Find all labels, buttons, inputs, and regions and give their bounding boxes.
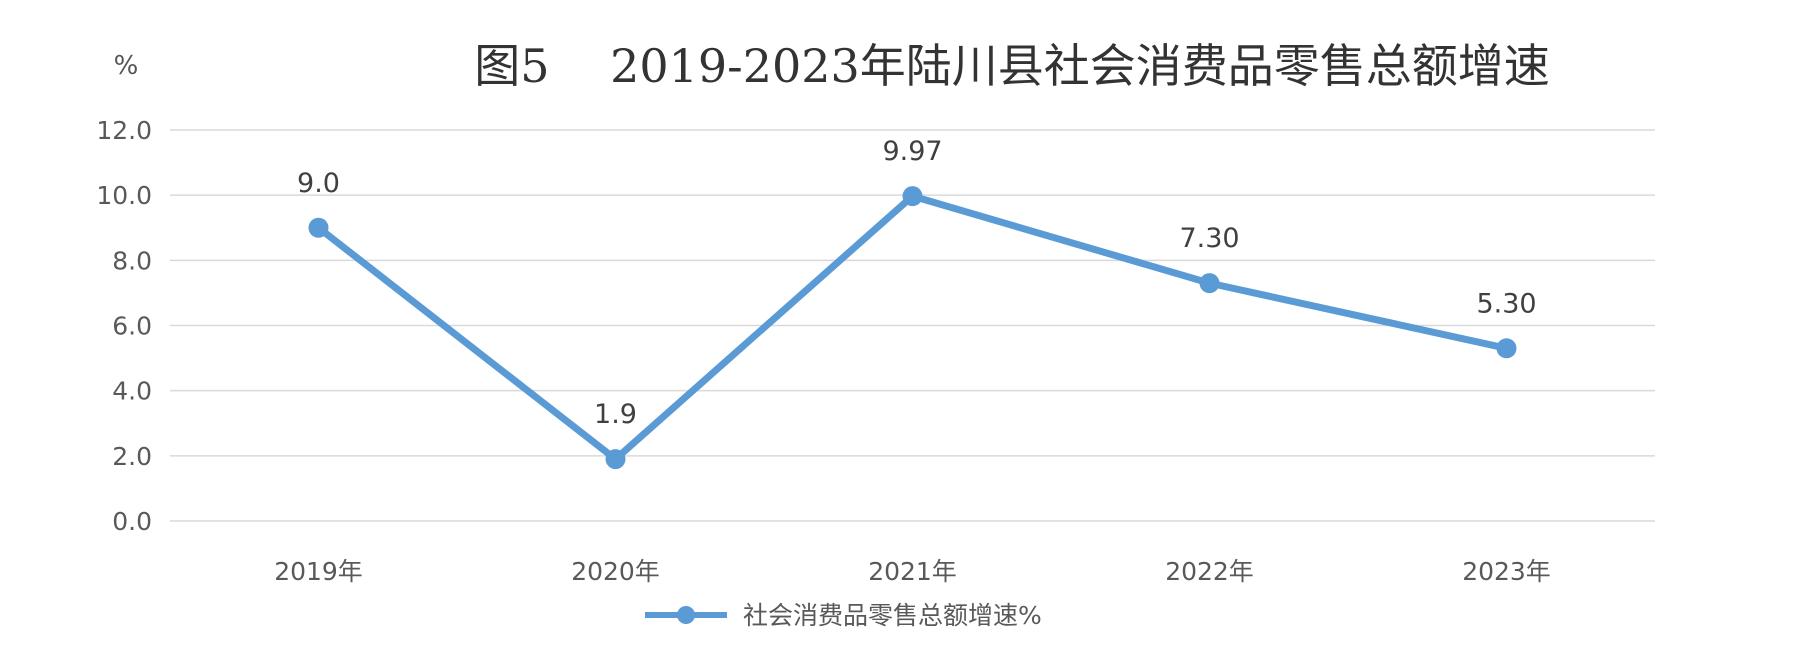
x-tick-label: 2020年 bbox=[571, 557, 660, 586]
y-tick-label: 0.0 bbox=[112, 507, 152, 536]
data-point bbox=[1199, 273, 1220, 294]
y-tick-label: 10.0 bbox=[96, 181, 152, 210]
y-tick-label: 6.0 bbox=[112, 312, 152, 341]
x-axis-ticks: 2019年 2020年 2021年 2022年 2023年 bbox=[274, 557, 1551, 586]
y-tick-label: 12.0 bbox=[96, 116, 152, 145]
x-tick-label: 2021年 bbox=[868, 557, 957, 586]
x-tick-label: 2019年 bbox=[274, 557, 363, 586]
data-label: 7.30 bbox=[1179, 223, 1239, 254]
series-line-group bbox=[308, 186, 1517, 470]
x-tick-label: 2023年 bbox=[1462, 557, 1551, 586]
data-label: 1.9 bbox=[594, 399, 637, 430]
y-tick-label: 4.0 bbox=[112, 377, 152, 406]
data-point bbox=[605, 449, 626, 470]
data-label: 5.30 bbox=[1476, 288, 1536, 319]
legend: 社会消费品零售总额增速% bbox=[645, 601, 1042, 630]
data-labels: 9.0 1.9 9.97 7.30 5.30 bbox=[297, 136, 1537, 430]
chart-title: 图5 2019-2023年陆川县社会消费品零售总额增速 bbox=[474, 39, 1550, 93]
y-axis-ticks: 0.0 2.0 4.0 6.0 8.0 10.0 12.0 bbox=[96, 116, 152, 536]
y-tick-label: 8.0 bbox=[112, 246, 152, 275]
data-label: 9.97 bbox=[882, 136, 942, 167]
legend-marker-swatch bbox=[677, 606, 695, 624]
x-tick-label: 2022年 bbox=[1165, 557, 1254, 586]
data-point bbox=[308, 217, 329, 238]
legend-entry-label: 社会消费品零售总额增速% bbox=[743, 601, 1042, 630]
data-point bbox=[1496, 338, 1517, 359]
data-point bbox=[902, 186, 923, 207]
data-label: 9.0 bbox=[297, 168, 340, 199]
series-line bbox=[315, 192, 1510, 463]
y-axis-unit: % bbox=[114, 51, 139, 81]
y-tick-label: 2.0 bbox=[112, 442, 152, 471]
